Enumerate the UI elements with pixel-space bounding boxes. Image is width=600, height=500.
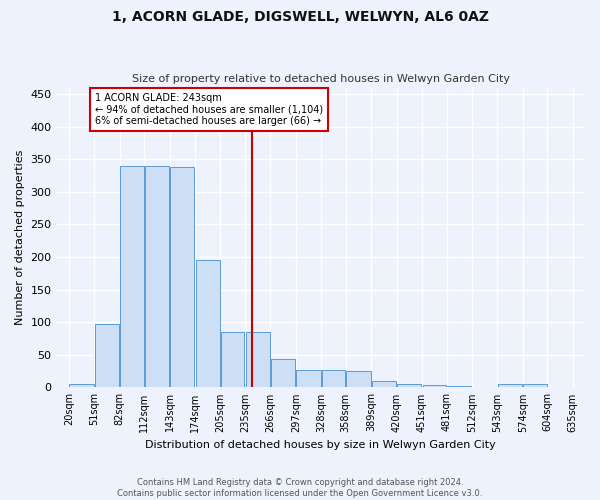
Bar: [322, 370, 345, 388]
X-axis label: Distribution of detached houses by size in Welwyn Garden City: Distribution of detached houses by size …: [145, 440, 496, 450]
Text: Contains HM Land Registry data © Crown copyright and database right 2024.
Contai: Contains HM Land Registry data © Crown c…: [118, 478, 482, 498]
Bar: [271, 360, 295, 388]
Bar: [296, 370, 320, 388]
Bar: [196, 260, 220, 388]
Bar: [548, 387, 572, 388]
Bar: [70, 384, 94, 388]
Bar: [397, 384, 421, 388]
Text: 1 ACORN GLADE: 243sqm
← 94% of detached houses are smaller (1,104)
6% of semi-de: 1 ACORN GLADE: 243sqm ← 94% of detached …: [95, 93, 323, 126]
Bar: [346, 371, 371, 388]
Bar: [447, 386, 471, 388]
Bar: [145, 166, 169, 388]
Bar: [498, 384, 522, 388]
Title: Size of property relative to detached houses in Welwyn Garden City: Size of property relative to detached ho…: [132, 74, 510, 84]
Bar: [372, 381, 396, 388]
Bar: [170, 167, 194, 388]
Bar: [523, 384, 547, 388]
Bar: [245, 332, 270, 388]
Bar: [120, 166, 143, 388]
Y-axis label: Number of detached properties: Number of detached properties: [15, 150, 25, 325]
Text: 1, ACORN GLADE, DIGSWELL, WELWYN, AL6 0AZ: 1, ACORN GLADE, DIGSWELL, WELWYN, AL6 0A…: [112, 10, 488, 24]
Bar: [95, 324, 119, 388]
Bar: [221, 332, 244, 388]
Bar: [422, 385, 446, 388]
